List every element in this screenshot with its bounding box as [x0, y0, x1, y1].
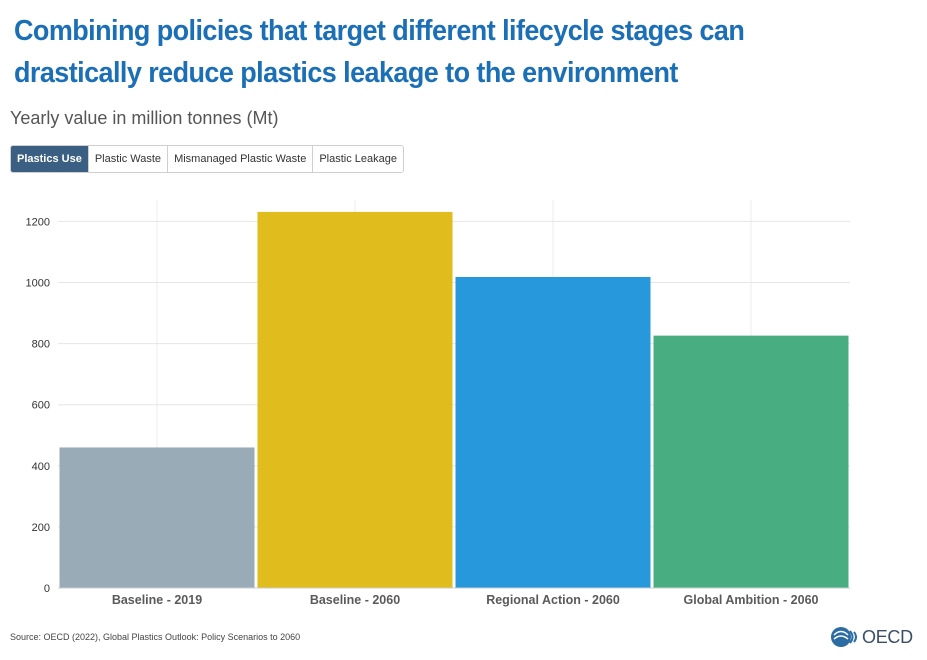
y-tick-label: 200 — [32, 522, 50, 534]
y-tick-label: 400 — [32, 461, 50, 473]
source-note: Source: OECD (2022), Global Plastics Out… — [10, 632, 301, 642]
x-tick-label: Global Ambition - 2060 — [684, 593, 819, 607]
oecd-globe-icon — [831, 627, 857, 647]
bar — [59, 447, 255, 588]
tab-plastics-use[interactable]: Plastics Use — [11, 146, 89, 172]
y-tick-label: 0 — [44, 583, 50, 595]
y-tick-label: 600 — [32, 400, 50, 412]
oecd-logo: OECD — [830, 626, 913, 648]
tab-plastic-leakage[interactable]: Plastic Leakage — [313, 146, 403, 172]
bar — [653, 335, 849, 588]
bar — [455, 276, 651, 588]
x-tick-label: Baseline - 2019 — [112, 593, 202, 607]
tab-plastic-waste[interactable]: Plastic Waste — [88, 146, 169, 172]
bar — [257, 211, 453, 588]
bar-chart: 0 200 400 600 800 1000 1200 Baseline - 2019 Base… — [26, 200, 850, 607]
x-tick-label: Regional Action - 2060 — [486, 593, 620, 607]
chart-title: Combining policies that target different… — [14, 15, 745, 89]
x-tick-label: Baseline - 2060 — [310, 593, 400, 607]
chart-subtitle: Yearly value in million tonnes (Mt) — [10, 108, 279, 128]
y-tick-label: 1200 — [26, 216, 50, 228]
indicator-tabs: Plastics Use Plastic Waste Mismanaged Pl… — [10, 145, 404, 173]
oecd-logo-text: OECD — [862, 626, 913, 647]
tab-mismanaged-plastic-waste[interactable]: Mismanaged Plastic Waste — [168, 146, 314, 172]
y-tick-label: 800 — [32, 339, 50, 351]
y-tick-label: 1000 — [26, 277, 50, 289]
